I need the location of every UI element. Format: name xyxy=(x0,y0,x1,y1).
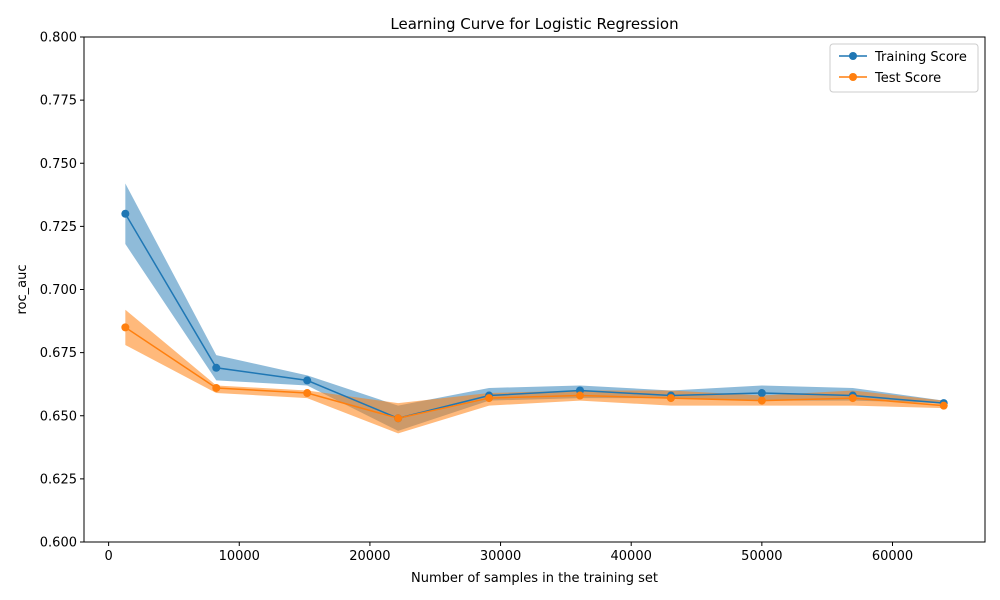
y-axis: 0.600 0.625 0.650 0.675 0.700 0.725 0.750 0.775… xyxy=(40,31,84,551)
test-score-point xyxy=(666,394,675,403)
training-score-point xyxy=(121,209,130,218)
series-lines xyxy=(124,213,944,420)
legend: Training Score Test Score xyxy=(829,43,979,93)
test-score-point xyxy=(212,383,221,392)
series-markers xyxy=(121,209,948,423)
training-score-point xyxy=(303,376,312,385)
x-tick-label: 0 xyxy=(104,549,112,564)
test-score-point xyxy=(121,323,130,332)
test-score-band xyxy=(125,309,944,434)
x-tick-label: 50000 xyxy=(741,549,782,564)
test-score-point xyxy=(848,394,857,403)
y-tick-label: 0.800 xyxy=(40,31,77,46)
y-tick-label: 0.725 xyxy=(40,220,77,235)
y-tick-label: 0.675 xyxy=(40,346,77,361)
legend-marker-training xyxy=(849,52,857,60)
y-tick-label: 0.775 xyxy=(40,94,77,109)
test-score-point xyxy=(757,396,766,405)
y-tick-label: 0.750 xyxy=(40,157,77,172)
y-tick-label: 0.700 xyxy=(40,283,77,298)
x-tick-label: 30000 xyxy=(480,549,521,564)
y-tick-label: 0.650 xyxy=(40,409,77,424)
training-score-point xyxy=(212,363,221,372)
test-score-point xyxy=(939,401,948,410)
training-score-point xyxy=(757,389,766,398)
test-score-line xyxy=(124,326,944,420)
legend-label-test: Test Score xyxy=(874,71,941,86)
y-axis-label: roc_auc xyxy=(15,264,30,314)
legend-label-training: Training Score xyxy=(874,50,967,65)
test-score-point xyxy=(485,394,494,403)
x-tick-label: 20000 xyxy=(349,549,390,564)
test-score-point xyxy=(394,414,403,423)
x-tick-label: 40000 xyxy=(611,549,652,564)
x-tick-label: 10000 xyxy=(219,549,260,564)
test-score-point xyxy=(575,391,584,400)
x-tick-label: 60000 xyxy=(872,549,913,564)
x-axis: 0 10000 20000 30000 40000 50000 60000 xyxy=(104,542,913,564)
y-tick-label: 0.625 xyxy=(40,472,77,487)
test-score-point xyxy=(303,389,312,398)
legend-marker-test xyxy=(849,73,857,81)
confidence-bands xyxy=(125,183,944,434)
training-score-line xyxy=(124,213,944,420)
y-tick-label: 0.600 xyxy=(40,536,77,551)
x-axis-label: Number of samples in the training set xyxy=(411,571,658,586)
chart-title: Learning Curve for Logistic Regression xyxy=(390,15,678,33)
